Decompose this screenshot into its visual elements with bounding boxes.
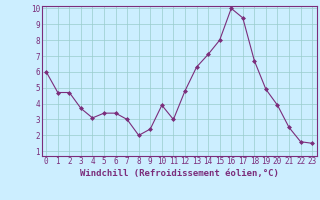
X-axis label: Windchill (Refroidissement éolien,°C): Windchill (Refroidissement éolien,°C) bbox=[80, 169, 279, 178]
